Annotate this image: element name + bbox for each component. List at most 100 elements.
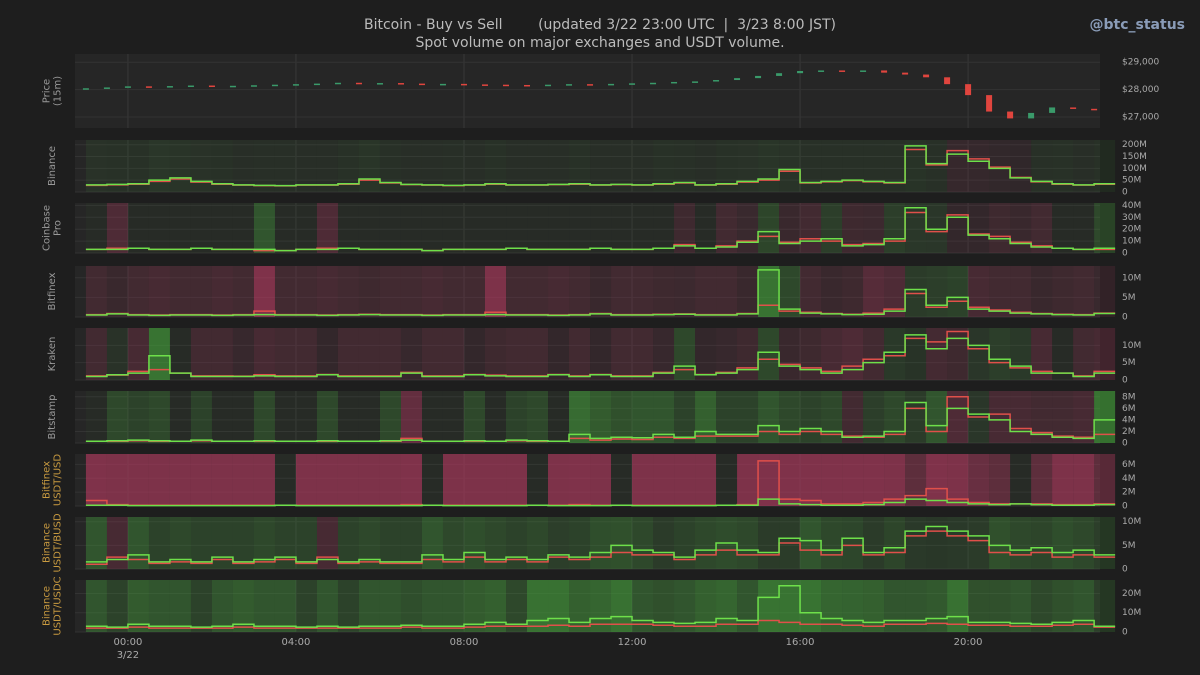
flow-shade: [968, 580, 990, 632]
flow-shade: [821, 266, 843, 317]
flow-shade: [821, 328, 843, 380]
flow-shade: [85, 328, 107, 380]
flow-shade: [295, 391, 317, 443]
candle: [671, 81, 678, 84]
flow-shade: [569, 454, 591, 506]
candle: [166, 86, 173, 88]
flow-shade: [400, 580, 422, 632]
flow-shade: [85, 517, 107, 569]
y-tick-label: 10M: [1122, 517, 1141, 527]
flow-shade: [611, 328, 633, 380]
candle: [755, 75, 762, 79]
y-tick-label: 0: [1122, 376, 1128, 386]
flow-shade: [842, 140, 864, 192]
candle: [881, 70, 888, 73]
flow-shade: [758, 517, 780, 569]
flow-shade: [800, 203, 822, 253]
flow-shade: [674, 580, 696, 632]
flow-shade: [1031, 580, 1053, 632]
flow-shade: [421, 580, 443, 632]
flow-shade: [800, 266, 822, 317]
flow-shade: [527, 328, 549, 380]
flow-shade: [148, 140, 170, 192]
flow-shade: [232, 266, 254, 317]
panel: 0 2M 4M 6M Bitfinex USDT/USD: [42, 454, 1136, 512]
flow-shade: [548, 266, 570, 317]
flow-shade: [527, 454, 549, 506]
candle: [250, 85, 257, 87]
candle: [397, 83, 404, 85]
flow-shade: [968, 517, 990, 569]
flow-shade: [463, 454, 485, 506]
flow-shade: [779, 203, 801, 253]
flow-shade: [169, 266, 191, 317]
flow-shade: [653, 328, 675, 380]
chart-title: Bitcoin - Buy vs Sell (updated 3/22 23:0…: [364, 17, 836, 33]
candle: [355, 82, 362, 85]
flow-shade: [85, 266, 107, 317]
flow-shade: [695, 203, 717, 253]
flow-shade: [106, 580, 128, 632]
flow-shade: [548, 140, 570, 192]
candle: [271, 84, 278, 87]
flow-shade: [232, 203, 254, 253]
flow-shade: [127, 266, 149, 317]
y-axis-label: (15m): [53, 76, 64, 106]
flow-shade: [674, 203, 696, 253]
volume-line: [85, 207, 1116, 252]
flow-shade: [358, 328, 380, 380]
flow-shade: [316, 580, 338, 632]
flow-shade: [211, 266, 233, 317]
flow-shade: [1052, 203, 1074, 253]
panel: 0 5M 10M Bitfinex: [47, 266, 1141, 323]
flow-shade: [379, 266, 401, 317]
flow-shade: [569, 203, 591, 253]
flow-shade: [442, 203, 464, 253]
x-date-label: 3/22: [117, 650, 139, 661]
flow-shade: [779, 328, 801, 380]
candle: [587, 84, 594, 86]
flow-shade: [85, 203, 107, 253]
flow-shade: [905, 140, 927, 192]
flow-shade: [463, 517, 485, 569]
chart-subtitle: Spot volume on major exchanges and USDT …: [415, 35, 784, 51]
flow-shade: [106, 328, 128, 380]
flow-shade: [232, 328, 254, 380]
flow-shade: [148, 454, 170, 506]
flow-shade: [1073, 580, 1095, 632]
flow-shade: [716, 328, 738, 380]
flow-shade: [379, 517, 401, 569]
y-tick-label: 0: [1122, 439, 1128, 449]
flow-shade: [821, 140, 843, 192]
candle: [986, 95, 993, 112]
flow-shade: [716, 140, 738, 192]
flow-shade: [989, 266, 1011, 317]
y-tick-label: $29,000: [1122, 58, 1159, 68]
flow-shade: [463, 140, 485, 192]
panel-background: [75, 54, 1100, 128]
flow-shade: [211, 454, 233, 506]
flow-shade: [737, 140, 759, 192]
y-tick-label: 10M: [1122, 608, 1141, 618]
flow-shade: [148, 391, 170, 443]
flow-shade: [127, 580, 149, 632]
flow-shade: [632, 328, 654, 380]
flow-shade: [442, 328, 464, 380]
flow-shade: [485, 140, 507, 192]
flow-shade: [842, 580, 864, 632]
flow-shade: [1031, 391, 1053, 443]
flow-shade: [106, 454, 128, 506]
y-tick-label: 20M: [1122, 589, 1141, 599]
y-axis-label: Bitstamp: [47, 395, 58, 440]
flow-shade: [737, 328, 759, 380]
flow-shade: [463, 391, 485, 443]
flow-shade: [548, 517, 570, 569]
flow-shade: [695, 517, 717, 569]
flow-shade: [358, 580, 380, 632]
flow-shade: [274, 328, 296, 380]
flow-shade: [1052, 580, 1074, 632]
flow-shade: [611, 454, 633, 506]
y-tick-label: 0: [1122, 188, 1128, 198]
flow-shade: [716, 266, 738, 317]
